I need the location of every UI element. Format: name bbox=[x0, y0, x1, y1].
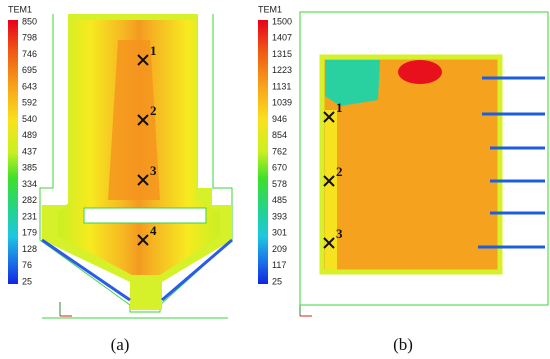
point-label: 2 bbox=[150, 103, 157, 118]
colorbar-label: 946 bbox=[272, 114, 287, 124]
axis-triad bbox=[59, 302, 312, 317]
colorbar-label: 643 bbox=[22, 81, 37, 91]
colorbar-label: 592 bbox=[22, 98, 37, 108]
point-marker bbox=[137, 174, 149, 186]
colorbar-label: 854 bbox=[272, 130, 287, 140]
point-label: 1 bbox=[336, 100, 343, 115]
point-marker bbox=[137, 54, 149, 66]
point-label: 3 bbox=[336, 226, 343, 241]
colorbar-label: 282 bbox=[22, 195, 37, 205]
colorbar-label: 850 bbox=[22, 16, 37, 26]
colorbar-label: 437 bbox=[22, 146, 37, 156]
colorbar-label: 25 bbox=[272, 276, 282, 286]
point-marker bbox=[137, 234, 149, 246]
colorbar-label: 385 bbox=[22, 163, 37, 173]
colorbar-label: 670 bbox=[272, 163, 287, 173]
colorbar-label: 1407 bbox=[272, 33, 292, 43]
colorbar-label: 117 bbox=[272, 260, 286, 270]
colorbar-label: 179 bbox=[22, 228, 37, 238]
caption: (a) bbox=[111, 335, 130, 354]
panel-b-domain bbox=[299, 11, 549, 306]
colorbar-label: 695 bbox=[22, 65, 37, 75]
point-label: 3 bbox=[150, 163, 157, 178]
colorbar-label: 1315 bbox=[272, 49, 292, 59]
colorbar-title: TEM1 bbox=[8, 4, 32, 14]
colorbar-label: 1500 bbox=[272, 16, 292, 26]
colorbar bbox=[258, 20, 268, 284]
point-marker bbox=[323, 237, 335, 249]
colorbar-label: 540 bbox=[22, 114, 37, 124]
colorbar-label: 1131 bbox=[272, 81, 291, 91]
point-marker bbox=[323, 175, 335, 187]
colorbar-label: 334 bbox=[22, 179, 37, 189]
point-label: 4 bbox=[150, 223, 157, 238]
colorbar-label: 762 bbox=[272, 146, 287, 156]
colorbar-label: 231 bbox=[22, 211, 37, 221]
colorbar-label: 1039 bbox=[272, 98, 292, 108]
caption: (b) bbox=[393, 335, 413, 354]
colorbar-label: 578 bbox=[272, 179, 287, 189]
colorbar bbox=[8, 20, 18, 284]
point-marker bbox=[137, 114, 149, 126]
colorbar-label: 128 bbox=[22, 244, 37, 254]
colorbar-label: 798 bbox=[22, 33, 37, 43]
colorbar-title: TEM1 bbox=[258, 4, 282, 14]
colorbar-label: 1223 bbox=[272, 65, 292, 75]
colorbar-label: 746 bbox=[22, 49, 37, 59]
colorbar-label: 393 bbox=[272, 211, 287, 221]
colorbar-label: 301 bbox=[272, 228, 287, 238]
colorbar-label: 485 bbox=[272, 195, 287, 205]
colorbar-label: 489 bbox=[22, 130, 37, 140]
colorbar-label: 76 bbox=[22, 260, 32, 270]
panel-a-domain bbox=[39, 14, 233, 319]
colorbar-label: 209 bbox=[272, 244, 287, 254]
point-marker bbox=[323, 111, 335, 123]
point-label: 2 bbox=[336, 164, 343, 179]
colorbar-label: 25 bbox=[22, 276, 32, 286]
point-label: 1 bbox=[150, 43, 157, 58]
